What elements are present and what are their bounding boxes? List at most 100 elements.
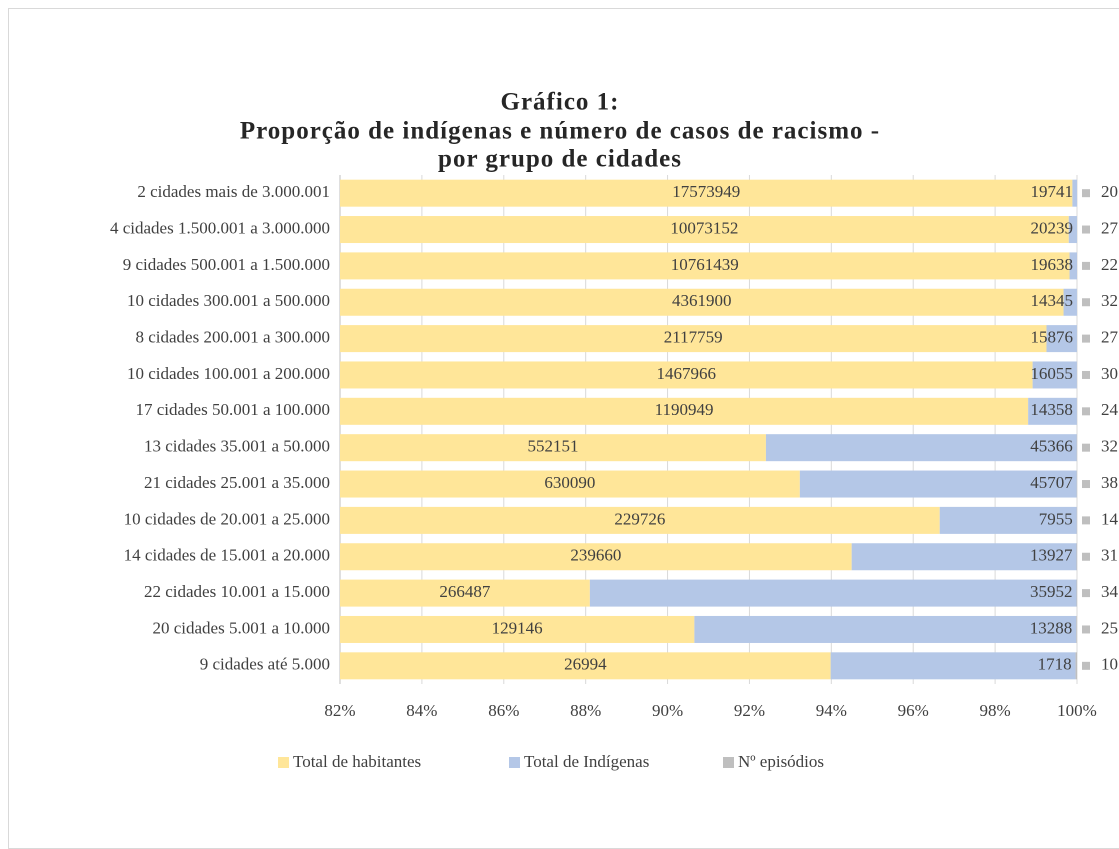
data-label: 25 (1101, 618, 1118, 637)
data-label: 239660 (570, 546, 621, 565)
x-tick-label: 90% (652, 701, 683, 720)
bar-segment (1063, 288, 1077, 316)
bar-segment (1028, 397, 1077, 425)
data-label: 19638 (1030, 255, 1073, 274)
data-label: 14 (1101, 509, 1119, 528)
data-label: 10761439 (671, 255, 739, 274)
y-tick-label: 14 cidades de 15.001 a 20.000 (124, 546, 330, 565)
data-label: 16055 (1030, 364, 1073, 383)
data-label: 13288 (1030, 618, 1073, 637)
x-tick-label: 92% (734, 701, 765, 720)
label-key (1082, 661, 1090, 670)
y-tick-label: 9 cidades 500.001 a 1.500.000 (123, 255, 330, 274)
data-label: 20 (1101, 182, 1118, 201)
label-key (1082, 298, 1090, 307)
x-tick-label: 86% (488, 701, 519, 720)
bar-segment (340, 361, 1033, 389)
bar-segment (851, 543, 1077, 571)
legend-key (509, 757, 520, 768)
bar-segment (765, 434, 1077, 462)
data-label: 10073152 (670, 218, 738, 237)
data-label: 45366 (1030, 437, 1073, 456)
data-label: 32 (1101, 437, 1118, 456)
data-label: 4361900 (672, 291, 732, 310)
bar-segment (340, 434, 766, 462)
data-label: 1718 (1038, 655, 1072, 674)
bar-segment (1076, 543, 1077, 571)
data-label: 13927 (1030, 546, 1073, 565)
bar-segment (340, 216, 1069, 244)
bar-segment (830, 652, 1076, 680)
data-label: 30 (1101, 364, 1118, 383)
data-label: 35952 (1030, 582, 1073, 601)
bar-segment (340, 252, 1070, 280)
label-key (1082, 261, 1090, 270)
y-tick-label: 20 cidades 5.001 a 10.000 (152, 618, 330, 637)
bar-segment (340, 543, 852, 571)
bar-segment (799, 470, 1077, 498)
x-tick-label: 94% (816, 701, 847, 720)
y-tick-label: 22 cidades 10.001 a 15.000 (144, 582, 330, 601)
bar-segment (1076, 615, 1077, 643)
bar-segment (939, 506, 1077, 534)
y-tick-label: 21 cidades 25.001 a 35.000 (144, 473, 330, 492)
data-label: 27 (1101, 218, 1119, 237)
bar-segment (340, 397, 1029, 425)
label-key (1082, 480, 1090, 489)
data-label: 32 (1101, 291, 1118, 310)
data-label: 1190949 (655, 400, 714, 419)
x-tick-label: 88% (570, 701, 601, 720)
label-key (1082, 334, 1090, 343)
data-label: 552151 (527, 437, 578, 456)
bar-segment (340, 325, 1047, 353)
y-tick-label: 10 cidades de 20.001 a 25.000 (124, 509, 330, 528)
label-key (1082, 370, 1090, 379)
y-tick-label: 17 cidades 50.001 a 100.000 (135, 400, 330, 419)
legend-label: Total de Indígenas (524, 752, 649, 771)
bar-segment (340, 179, 1073, 207)
x-tick-label: 84% (406, 701, 437, 720)
bar-segment (1068, 216, 1077, 244)
legend-label: Total de habitantes (293, 752, 421, 771)
legend-key (723, 757, 734, 768)
x-tick-label: 100% (1057, 701, 1097, 720)
y-tick-label: 9 cidades até 5.000 (200, 655, 330, 674)
bar-segment (340, 506, 940, 534)
y-tick-label: 8 cidades 200.001 a 300.000 (135, 328, 330, 347)
bar-segment (589, 579, 1077, 607)
data-label: 24 (1101, 400, 1119, 419)
data-label: 38 (1101, 473, 1118, 492)
label-key (1082, 225, 1090, 234)
data-label: 17573949 (672, 182, 740, 201)
data-label: 10 (1101, 655, 1118, 674)
chart-title: Gráfico 1: (501, 89, 620, 116)
data-label: 129146 (492, 618, 543, 637)
label-key (1082, 443, 1090, 452)
y-tick-label: 2 cidades mais de 3.000.001 (137, 182, 330, 201)
data-label: 14345 (1030, 291, 1073, 310)
data-label: 19741 (1030, 182, 1073, 201)
bar-segment (340, 652, 831, 680)
y-tick-label: 10 cidades 100.001 a 200.000 (127, 364, 330, 383)
data-label: 20239 (1030, 218, 1073, 237)
bar-segment (340, 470, 800, 498)
label-key (1082, 589, 1090, 598)
x-tick-label: 98% (980, 701, 1011, 720)
data-label: 26994 (564, 655, 607, 674)
data-label: 22 (1101, 255, 1118, 274)
legend-label: Nº episódios (738, 752, 824, 771)
chart-frame (8, 8, 1119, 849)
bar-segment (1032, 361, 1077, 389)
label-key (1082, 189, 1090, 198)
x-tick-label: 82% (324, 701, 355, 720)
bar-segment (1046, 325, 1077, 353)
data-label: 266487 (439, 582, 491, 601)
data-label: 229726 (614, 509, 665, 528)
y-tick-label: 13 cidades 35.001 a 50.000 (144, 437, 330, 456)
bar-segment (340, 288, 1064, 316)
y-tick-label: 4 cidades 1.500.001 a 3.000.000 (110, 218, 330, 237)
y-tick-label: 10 cidades 300.001 a 500.000 (127, 291, 330, 310)
bar-segment (1072, 179, 1077, 207)
bar-segment (1069, 252, 1077, 280)
